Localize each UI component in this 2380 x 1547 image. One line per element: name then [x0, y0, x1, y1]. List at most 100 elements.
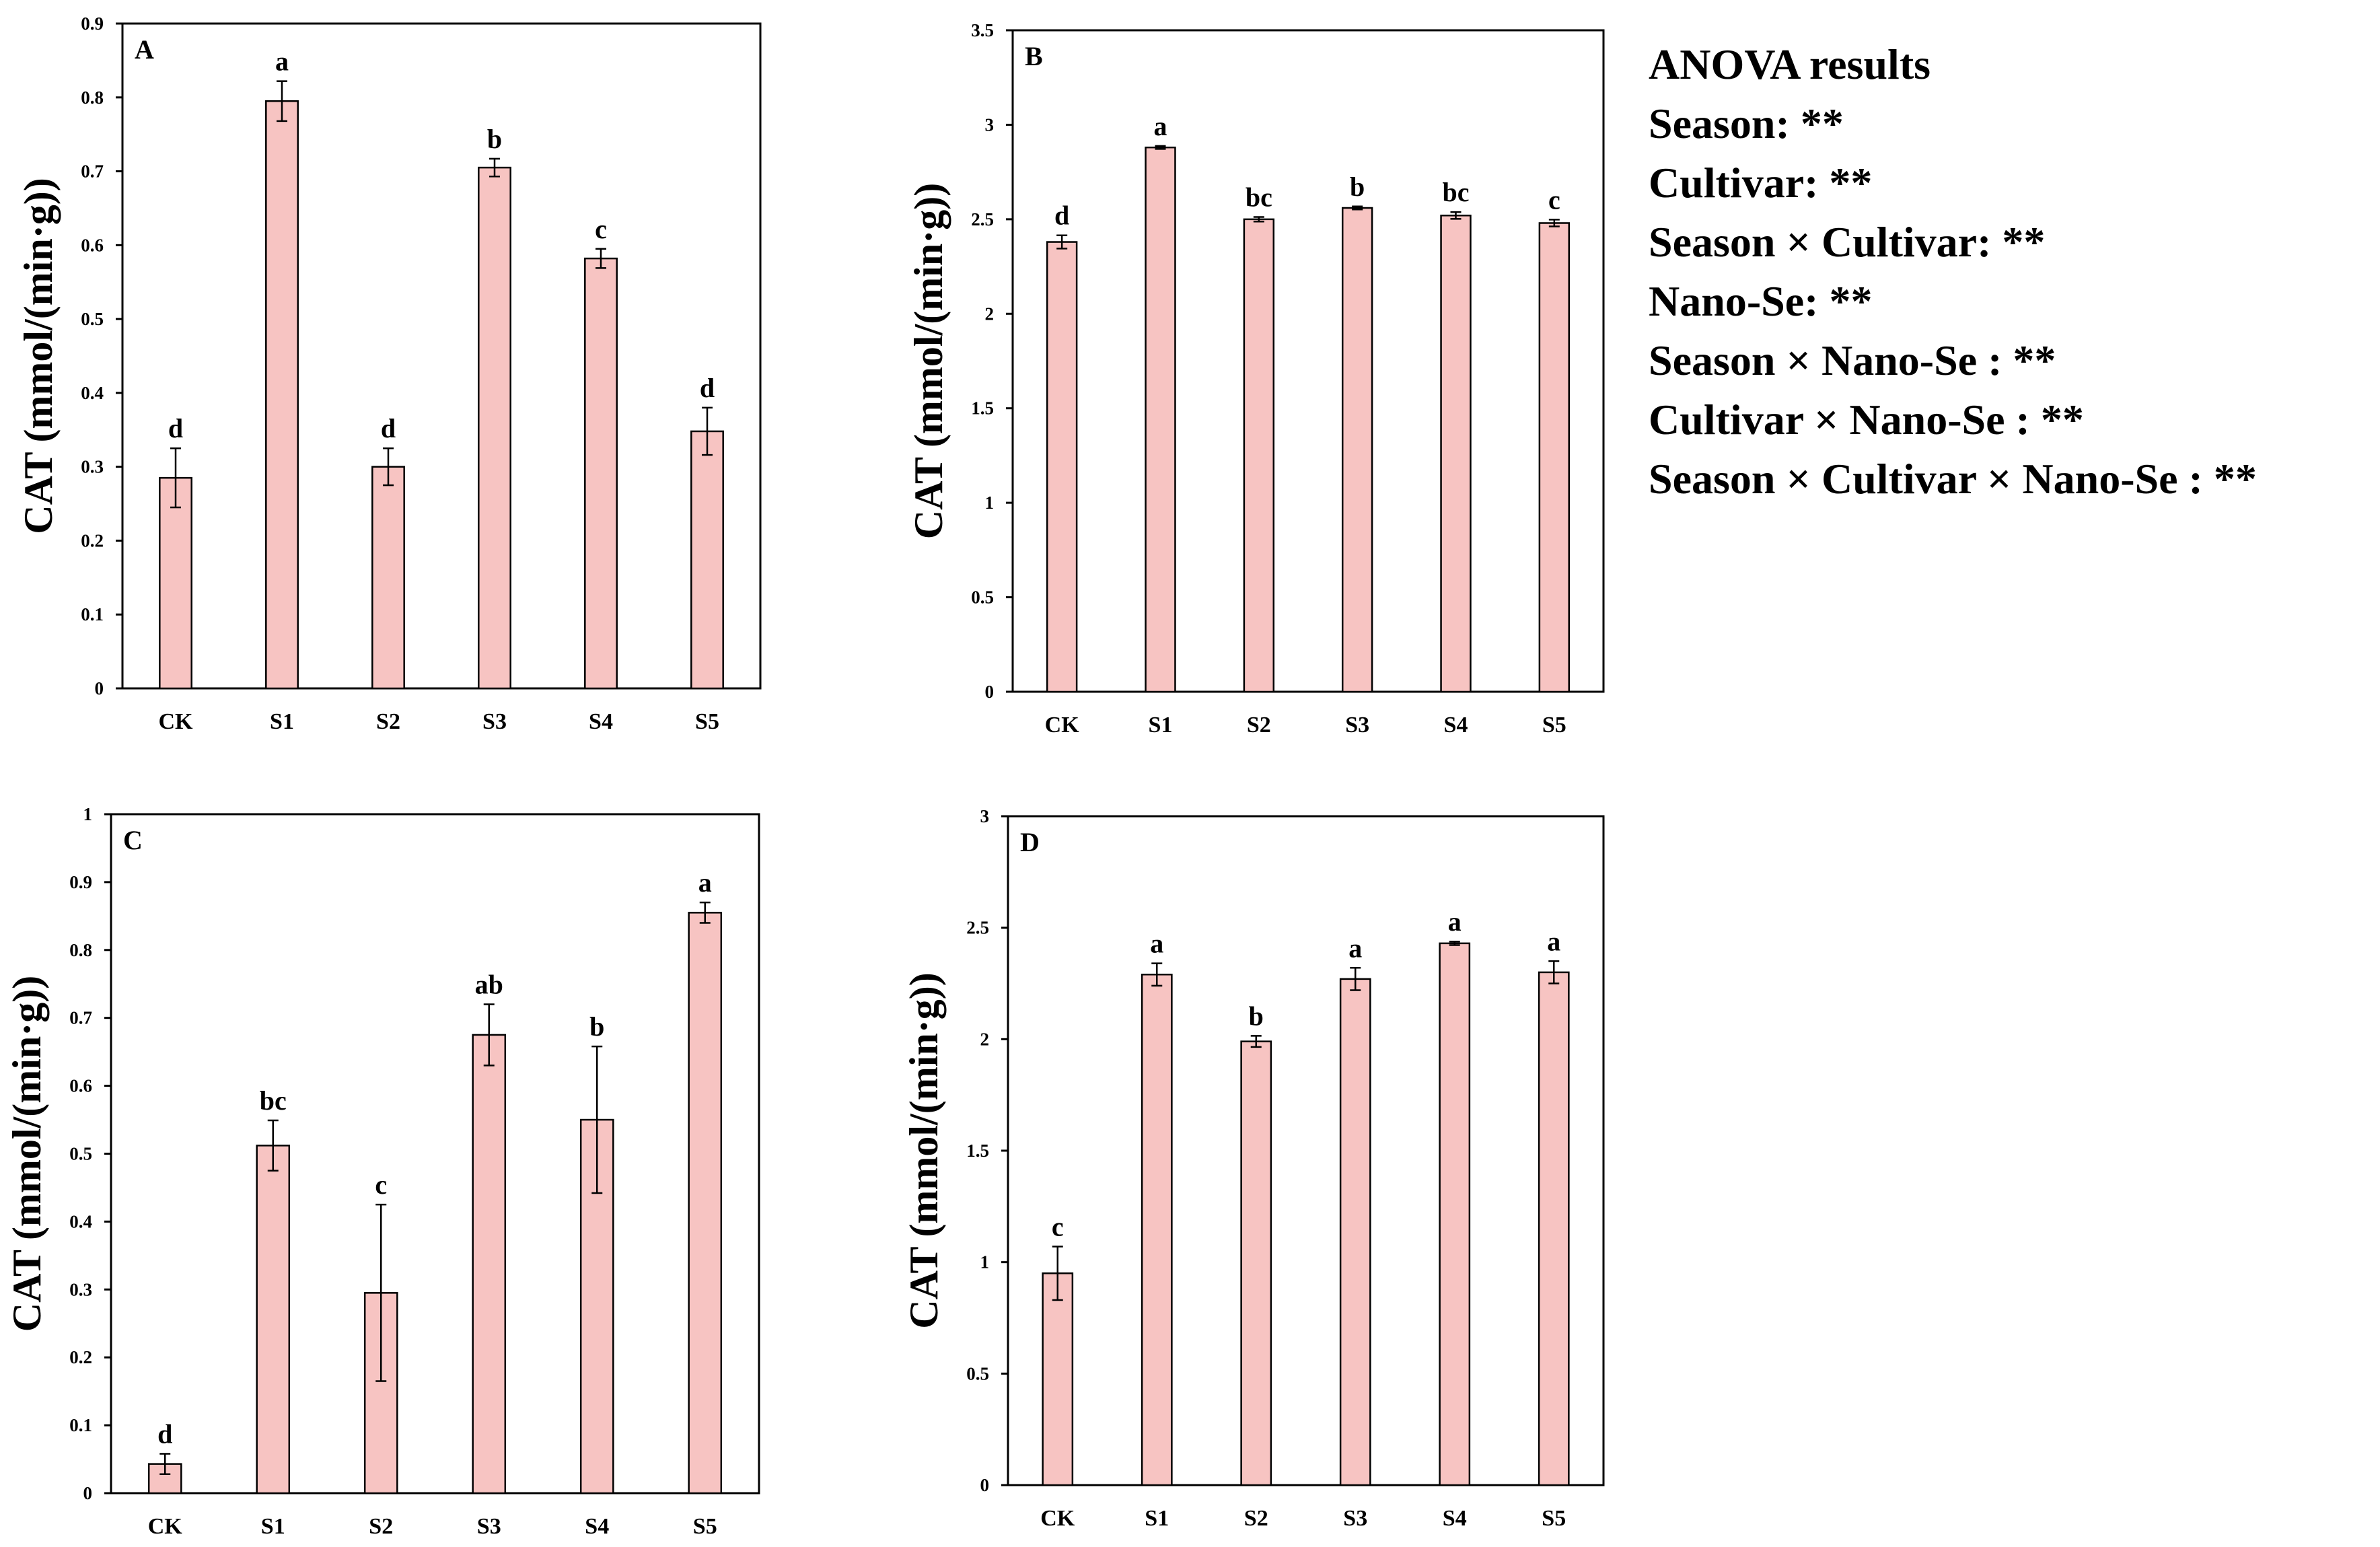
y-tick-label: 2.5: [966, 918, 989, 938]
plot-frame: [110, 813, 760, 1495]
significance-letter: b: [1249, 1001, 1264, 1031]
anova-line: Cultivar × Nano-Se : **: [1649, 396, 2084, 443]
y-tick-label: 0.7: [81, 161, 104, 182]
bar: [1145, 146, 1176, 693]
significance-letter: a: [1150, 929, 1163, 959]
bar: [1440, 214, 1472, 693]
significance-letter: a: [698, 867, 712, 898]
x-tick-label: S2: [369, 1514, 393, 1539]
significance-letter: c: [1548, 184, 1560, 215]
panel-label: C: [123, 825, 143, 855]
y-tick-label: 0.6: [69, 1076, 92, 1096]
bar: [1141, 973, 1173, 1486]
y-tick-label: 0: [95, 678, 104, 698]
x-tick-label: S2: [1247, 713, 1271, 737]
anova-line: Season × Cultivar × Nano-Se : **: [1649, 455, 2257, 503]
chart-panel-c: 0 0.1 0.2 0.3 0.4 0.5 0.6 0.7 0.8 0.9 1 CAT (mmol/(…: [5, 804, 760, 1539]
chart-panel-d: 0 0.5 1 1.5 2 2.5 3 CAT (mmol/(min·g)) Dc CK a S1 b S…: [902, 806, 1605, 1531]
significance-letter: d: [700, 373, 715, 403]
x-tick-label: S3: [477, 1514, 501, 1539]
significance-letter: b: [1350, 172, 1365, 202]
x-tick-label: S2: [376, 709, 400, 734]
anova-line: Nano-Se: **: [1649, 277, 1873, 325]
y-tick-label: 1: [83, 804, 93, 824]
bar: [688, 912, 723, 1495]
anova-results: ANOVA results Season: ** Cultivar: ** Se…: [1649, 35, 2375, 509]
y-axis-label: CAT (mmol/(min·g)): [16, 178, 61, 534]
y-tick-label: 0.5: [971, 587, 994, 608]
significance-letter: d: [381, 413, 396, 443]
y-tick-label: 0.8: [69, 940, 92, 960]
y-tick-label: 1.5: [971, 398, 994, 419]
plot-frame: [1011, 29, 1605, 693]
y-axis-label: CAT (mmol/(min·g)): [902, 972, 946, 1328]
y-tick-label: 0.5: [81, 309, 104, 329]
x-tick-label: S1: [1145, 1506, 1169, 1531]
y-tick-label: 2: [980, 1029, 990, 1049]
x-tick-label: S4: [1443, 1506, 1467, 1531]
significance-letter: c: [1052, 1211, 1064, 1242]
bar: [1339, 978, 1371, 1486]
y-axis-label: CAT (mmol/(min·g)): [906, 183, 951, 539]
plot-frame: [1007, 815, 1605, 1486]
y-tick-label: 0: [985, 682, 995, 702]
y-tick-label: 0.6: [81, 235, 104, 255]
significance-letter: a: [1154, 111, 1167, 141]
x-tick-label: S5: [693, 1514, 717, 1539]
y-tick-label: 3.5: [971, 20, 994, 40]
significance-letter: b: [487, 124, 502, 154]
x-tick-label: S3: [1345, 713, 1369, 737]
chart-panel-b: 0 0.5 1 1.5 2 2.5 3 3.5 CAT (mmol/(min·g)) Bd CK a S…: [906, 20, 1605, 737]
significance-letter: bc: [260, 1085, 287, 1116]
anova-line: Season: **: [1649, 100, 1844, 147]
x-tick-label: CK: [159, 709, 194, 734]
x-tick-label: S3: [1343, 1506, 1367, 1531]
significance-letter: c: [375, 1170, 387, 1200]
bar: [478, 166, 511, 690]
y-tick-label: 0.3: [81, 457, 104, 477]
significance-letter: d: [157, 1418, 172, 1449]
chart-panel-a: 0 0.1 0.2 0.3 0.4 0.5 0.6 0.7 0.8 0.9 CAT (mmol/(m…: [16, 13, 762, 734]
x-tick-label: S4: [1444, 713, 1468, 737]
y-tick-label: 0.4: [69, 1211, 92, 1231]
y-tick-label: 0.1: [81, 604, 104, 624]
significance-letter: bc: [1246, 182, 1272, 212]
panel-label: A: [135, 34, 154, 65]
bar: [1341, 207, 1373, 693]
x-tick-label: CK: [148, 1514, 183, 1539]
y-tick-label: 2.5: [971, 209, 994, 229]
y-tick-label: 0.5: [966, 1363, 989, 1383]
bar: [1046, 241, 1078, 693]
bar: [584, 257, 618, 690]
significance-letter: bc: [1443, 177, 1470, 207]
significance-letter: d: [168, 413, 183, 443]
y-tick-label: 0.3: [69, 1279, 92, 1299]
significance-letter: a: [1348, 933, 1362, 963]
x-tick-label: S1: [270, 709, 294, 734]
anova-line: Cultivar: **: [1649, 159, 1873, 207]
y-tick-label: 0.2: [81, 530, 104, 550]
y-tick-label: 1.5: [966, 1141, 989, 1161]
bar: [1538, 222, 1571, 693]
bar: [1439, 942, 1471, 1486]
bar: [1243, 218, 1275, 693]
y-tick-label: 0: [83, 1483, 93, 1503]
y-axis-label: CAT (mmol/(min·g)): [5, 976, 49, 1332]
bar: [159, 476, 192, 690]
y-tick-label: 0.4: [81, 383, 104, 403]
x-tick-label: S5: [1542, 713, 1566, 737]
bar: [371, 466, 405, 690]
significance-letter: c: [595, 214, 607, 244]
x-tick-label: S4: [589, 709, 613, 734]
y-tick-label: 3: [985, 114, 995, 135]
panel-label: D: [1020, 827, 1040, 857]
significance-letter: ab: [475, 970, 503, 1000]
bar: [256, 1145, 291, 1495]
anova-title: ANOVA results: [1649, 40, 1931, 88]
x-tick-label: S5: [695, 709, 719, 734]
bar: [265, 100, 299, 690]
significance-letter: b: [589, 1011, 604, 1042]
y-tick-label: 2: [985, 303, 995, 324]
x-tick-label: S2: [1244, 1506, 1268, 1531]
